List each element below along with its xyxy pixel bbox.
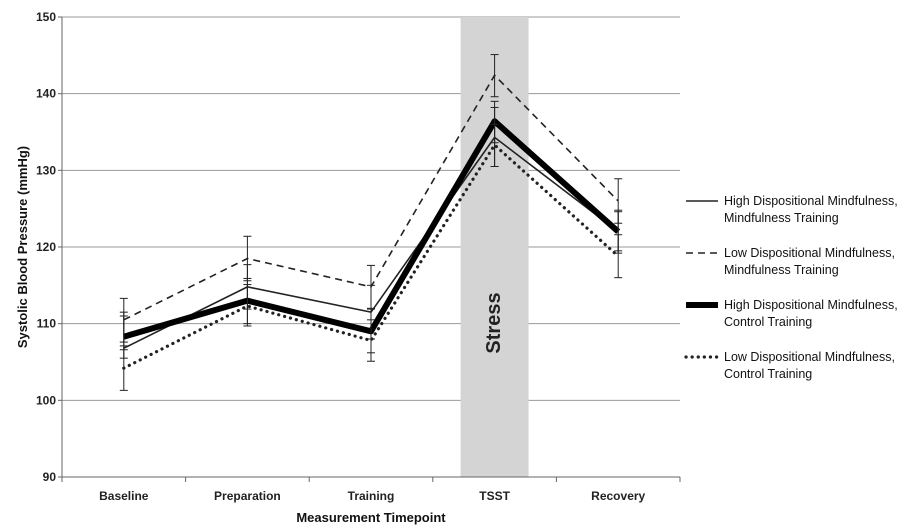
- legend-label: Mindfulness Training: [724, 211, 839, 225]
- y-tick-label: 120: [36, 240, 56, 254]
- y-tick-labels: 90 100 110 120 130 140 150: [36, 10, 56, 484]
- x-tick-label: TSST: [479, 489, 510, 503]
- series-line-4: [122, 142, 620, 370]
- legend-label: Mindfulness Training: [724, 263, 839, 277]
- legend-label: Low Dispositional Mindfulness,: [724, 246, 895, 260]
- y-tick-label: 110: [37, 317, 57, 331]
- y-tick-label: 140: [36, 87, 56, 101]
- x-tick-label: Baseline: [99, 489, 149, 503]
- y-tick-label: 130: [36, 163, 56, 177]
- y-tick-label: 100: [36, 393, 56, 407]
- legend-label: Control Training: [724, 315, 812, 329]
- x-tick-labels: Baseline Preparation Training TSST Recovery: [99, 489, 645, 503]
- x-tick-label: Recovery: [591, 489, 645, 503]
- y-axis-title: Systolic Blood Pressure (mmHg): [15, 146, 30, 348]
- axes: [58, 16, 681, 482]
- legend-label: High Dispositional Mindfulness,: [724, 194, 898, 208]
- x-tick-label: Preparation: [214, 489, 281, 503]
- y-tick-label: 150: [36, 10, 56, 24]
- stress-label: Stress: [483, 292, 505, 353]
- gridlines: [62, 16, 680, 478]
- error-bars: [119, 54, 623, 391]
- legend-label: Low Dispositional Mindfulness,: [724, 350, 895, 364]
- legend-label: High Dispositional Mindfulness,: [724, 298, 898, 312]
- y-tick-label: 90: [43, 470, 57, 484]
- x-axis-title: Measurement Timepoint: [296, 510, 446, 525]
- x-tick-label: Training: [348, 489, 395, 503]
- legend-label: Control Training: [724, 367, 812, 381]
- legend: High Dispositional Mindfulness, Mindfulne…: [684, 194, 898, 381]
